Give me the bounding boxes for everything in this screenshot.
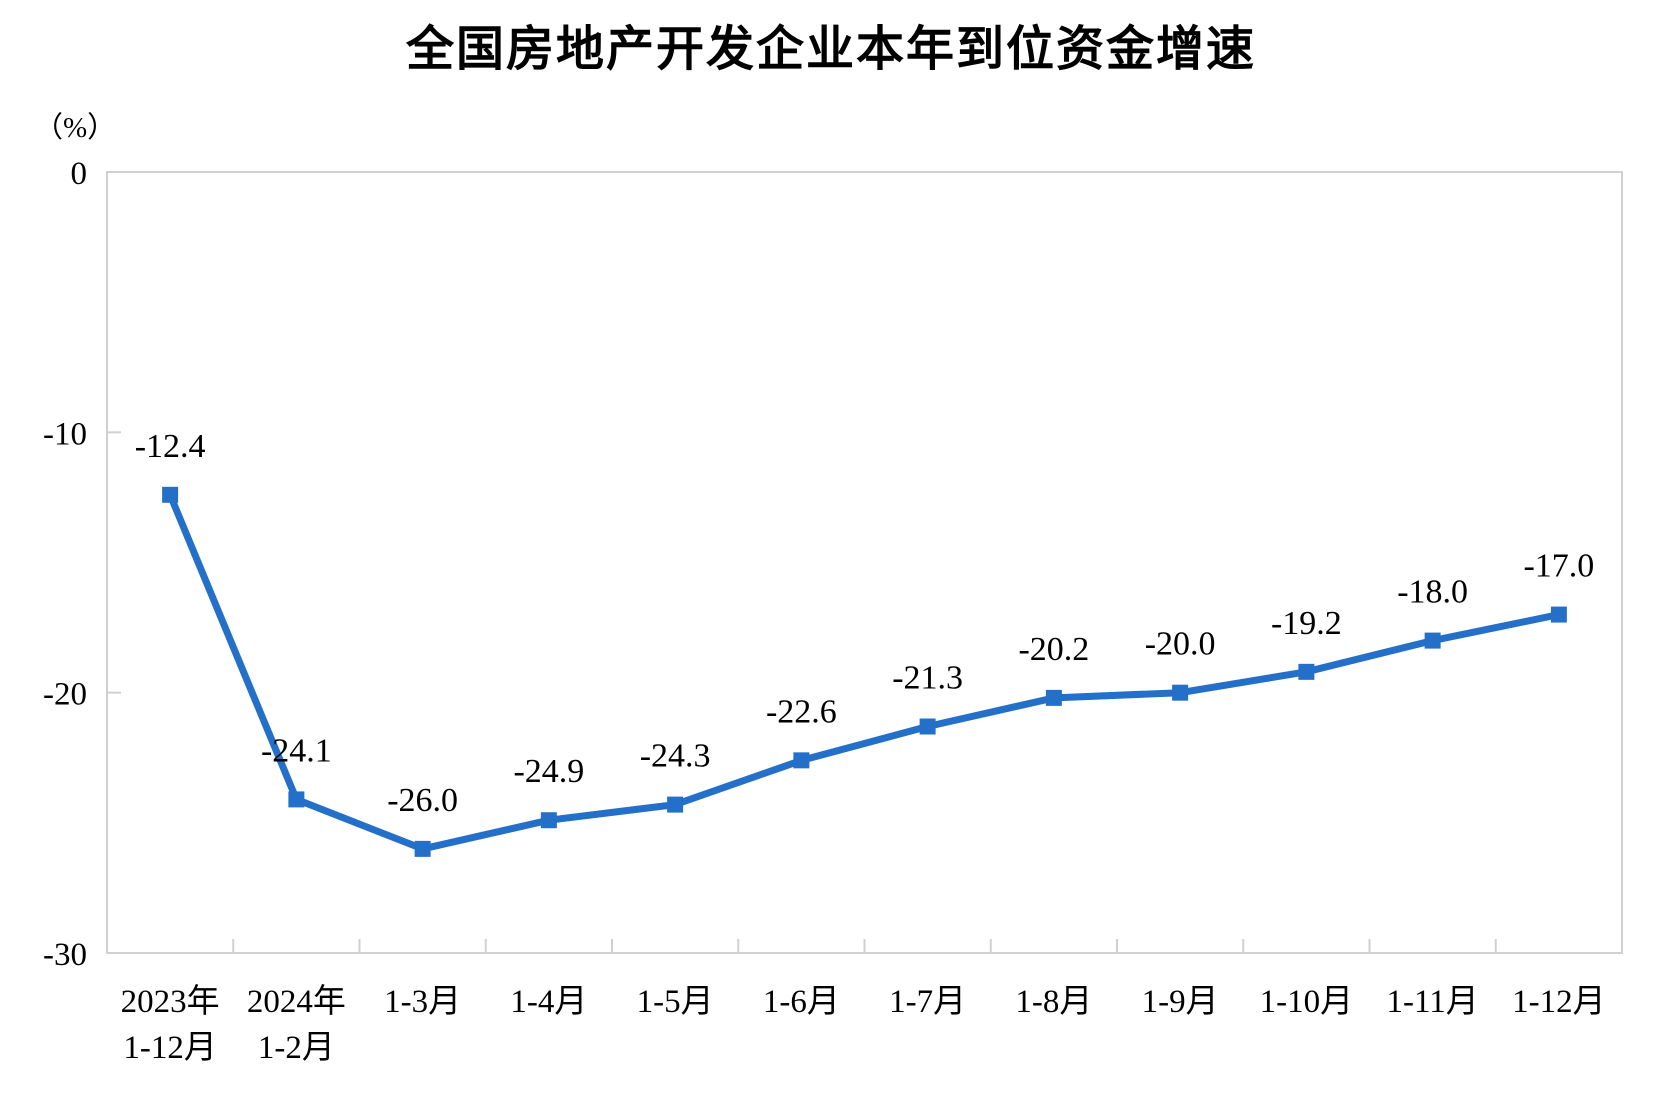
data-point-marker (919, 718, 936, 735)
chart-title: 全国房地产开发企业本年到位资金增速 (405, 21, 1256, 77)
data-point-marker (1550, 606, 1567, 623)
data-point-label: -19.2 (1271, 605, 1342, 642)
data-point-marker (1298, 663, 1315, 680)
data-point-label: -24.3 (640, 738, 711, 775)
data-point-marker (288, 791, 305, 808)
x-tick-label: 1-7月 (889, 984, 966, 1020)
x-tick-label: 1-3月 (384, 984, 461, 1020)
data-point-label: -17.0 (1523, 548, 1594, 585)
x-tick-label: 1-9月 (1142, 984, 1219, 1020)
x-tick-label: 2024年 (247, 983, 346, 1020)
x-tick-label: 1-8月 (1015, 984, 1092, 1020)
data-point-label: -18.0 (1397, 574, 1468, 611)
y-tick-label: -30 (43, 937, 87, 973)
data-point-marker (414, 840, 431, 857)
y-axis-unit-label: （%） (34, 112, 117, 144)
x-tick-label: 2023年 (121, 983, 220, 1020)
data-point-marker (540, 812, 557, 829)
data-point-label: -20.0 (1145, 626, 1216, 663)
x-tick-label: 1-2月 (258, 1030, 335, 1066)
x-tick-label: 1-12月 (123, 1030, 217, 1066)
data-point-label: -20.2 (1018, 631, 1089, 668)
x-tick-label: 1-5月 (637, 984, 714, 1020)
data-series-line (166, 491, 1563, 853)
x-tick-label: 1-10月 (1260, 984, 1354, 1020)
y-tick-label: -20 (43, 677, 87, 713)
x-tick-label: 1-4月 (510, 984, 587, 1020)
data-point-marker (1172, 684, 1189, 701)
data-point-marker (793, 752, 810, 769)
data-point-label: -21.3 (892, 660, 963, 697)
plot-border (106, 171, 1623, 954)
data-point-label: -24.9 (513, 753, 584, 790)
x-tick-label: 1-11月 (1386, 984, 1478, 1020)
data-point-label: -26.0 (387, 782, 458, 819)
data-point-label: -22.6 (766, 693, 837, 730)
data-point-marker (1424, 632, 1441, 649)
data-point-label: -12.4 (135, 428, 206, 465)
x-tick-label: 1-6月 (763, 984, 840, 1020)
y-tick-label: -10 (43, 416, 87, 452)
data-point-marker (1045, 689, 1062, 706)
data-point-marker (162, 486, 179, 503)
data-point-label: -24.1 (261, 732, 332, 769)
data-point-marker (667, 796, 684, 813)
x-tick-label: 1-12月 (1512, 984, 1606, 1020)
y-tick-label: 0 (71, 156, 88, 192)
